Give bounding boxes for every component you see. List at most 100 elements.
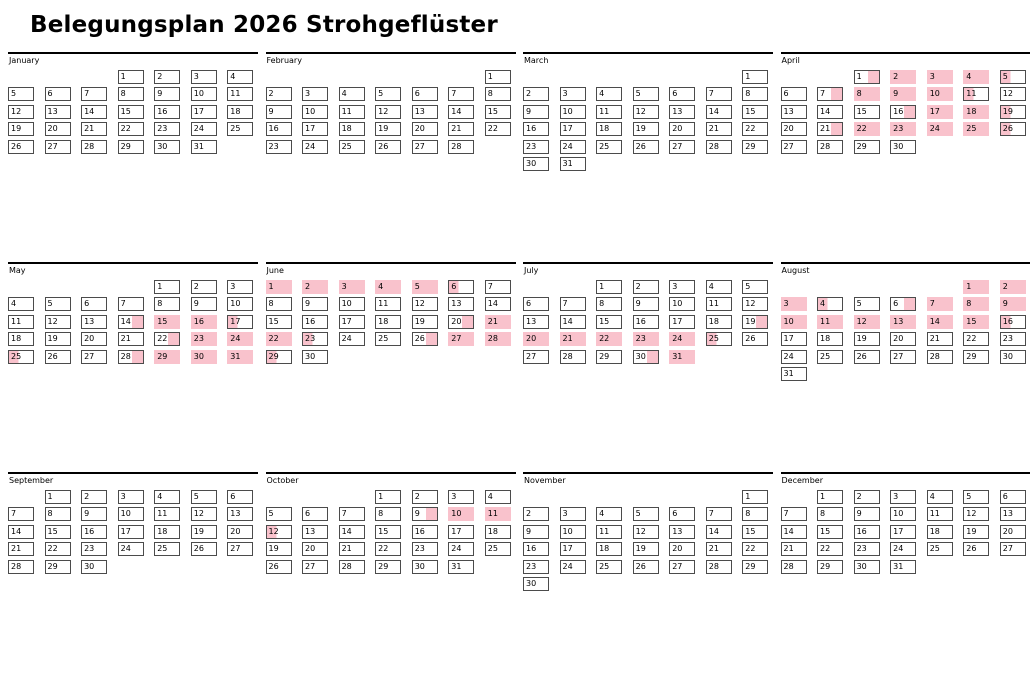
day-cell: 10	[191, 87, 217, 101]
day-cell: 30	[854, 560, 880, 574]
day-cell: 25	[706, 332, 732, 346]
day-cell: 28	[560, 350, 586, 364]
day-cell: 18	[706, 315, 732, 329]
day-cell: 3	[118, 490, 144, 504]
day-cell: 8	[596, 297, 622, 311]
day-cell: 23	[1000, 332, 1026, 346]
day-cell: 6	[227, 490, 253, 504]
month-label: May	[9, 266, 258, 276]
day-cell: 16	[523, 122, 549, 136]
day-cell: 7	[448, 87, 474, 101]
day-cell: 2	[854, 490, 880, 504]
day-cell: 13	[890, 315, 916, 329]
day-cell: 4	[154, 490, 180, 504]
day-cell: 30	[1000, 350, 1026, 364]
day-cell: 5	[1000, 70, 1026, 84]
day-cell: 4	[375, 280, 401, 294]
day-cell: 21	[706, 122, 732, 136]
day-cell: 29	[742, 140, 768, 154]
day-cell: 22	[266, 332, 292, 346]
day-cell: 28	[448, 140, 474, 154]
day-cell: 11	[485, 507, 511, 521]
day-cell: 17	[448, 525, 474, 539]
day-cell: 28	[81, 140, 107, 154]
day-cell: 20	[890, 332, 916, 346]
day-cell: 13	[781, 105, 807, 119]
day-cell: 26	[963, 542, 989, 556]
day-cell: 27	[302, 560, 328, 574]
day-cell: 28	[485, 332, 511, 346]
day-cell: 30	[412, 560, 438, 574]
day-cell: 31	[890, 560, 916, 574]
day-cell: 17	[560, 122, 586, 136]
day-cell: 15	[118, 105, 144, 119]
day-cell: 28	[927, 350, 953, 364]
day-cell: 1	[485, 70, 511, 84]
day-cell: 29	[266, 350, 292, 364]
day-cell: 2	[523, 87, 549, 101]
day-cell: 10	[448, 507, 474, 521]
day-cell: 22	[817, 542, 843, 556]
day-cell: 28	[706, 140, 732, 154]
month-label: March	[524, 56, 773, 66]
day-cell: 28	[339, 560, 365, 574]
day-cell: 30	[633, 350, 659, 364]
day-cell: 17	[118, 525, 144, 539]
day-cell: 26	[8, 140, 34, 154]
day-cell: 3	[927, 70, 953, 84]
day-cell: 5	[633, 507, 659, 521]
day-cell: 7	[81, 87, 107, 101]
day-cell: 26	[375, 140, 401, 154]
day-cell: 6	[412, 87, 438, 101]
day-cell: 15	[963, 315, 989, 329]
day-cell: 27	[45, 140, 71, 154]
month-divider	[266, 52, 516, 54]
month-divider	[8, 472, 258, 474]
day-cell: 26	[854, 350, 880, 364]
day-cell: 9	[191, 297, 217, 311]
day-cell: 19	[963, 525, 989, 539]
day-cell: 23	[854, 542, 880, 556]
day-cell: 24	[118, 542, 144, 556]
day-cell: 26	[1000, 122, 1026, 136]
day-cell: 24	[560, 560, 586, 574]
day-cell: 28	[8, 560, 34, 574]
day-cell: 14	[927, 315, 953, 329]
day-cell: 1	[154, 280, 180, 294]
day-cell: 30	[890, 140, 916, 154]
day-cell: 19	[412, 315, 438, 329]
day-cell: 29	[854, 140, 880, 154]
month-divider	[523, 472, 773, 474]
day-cell: 27	[412, 140, 438, 154]
day-cell: 10	[890, 507, 916, 521]
day-cell: 5	[45, 297, 71, 311]
day-cell: 15	[742, 525, 768, 539]
day-cell: 17	[191, 105, 217, 119]
day-cell: 3	[339, 280, 365, 294]
day-cell: 7	[8, 507, 34, 521]
day-cell: 30	[523, 157, 549, 171]
day-cell: 2	[154, 70, 180, 84]
day-cell: 12	[412, 297, 438, 311]
day-cell: 10	[560, 105, 586, 119]
day-cell: 11	[596, 105, 622, 119]
day-cell: 24	[448, 542, 474, 556]
day-cell: 24	[339, 332, 365, 346]
day-cell: 30	[191, 350, 217, 364]
day-cell: 24	[191, 122, 217, 136]
day-cell: 24	[890, 542, 916, 556]
day-cell: 24	[927, 122, 953, 136]
day-cell: 1	[266, 280, 292, 294]
day-cell: 12	[8, 105, 34, 119]
day-cell: 27	[669, 140, 695, 154]
day-cell: 15	[817, 525, 843, 539]
day-cell: 27	[81, 350, 107, 364]
day-cell: 4	[339, 87, 365, 101]
